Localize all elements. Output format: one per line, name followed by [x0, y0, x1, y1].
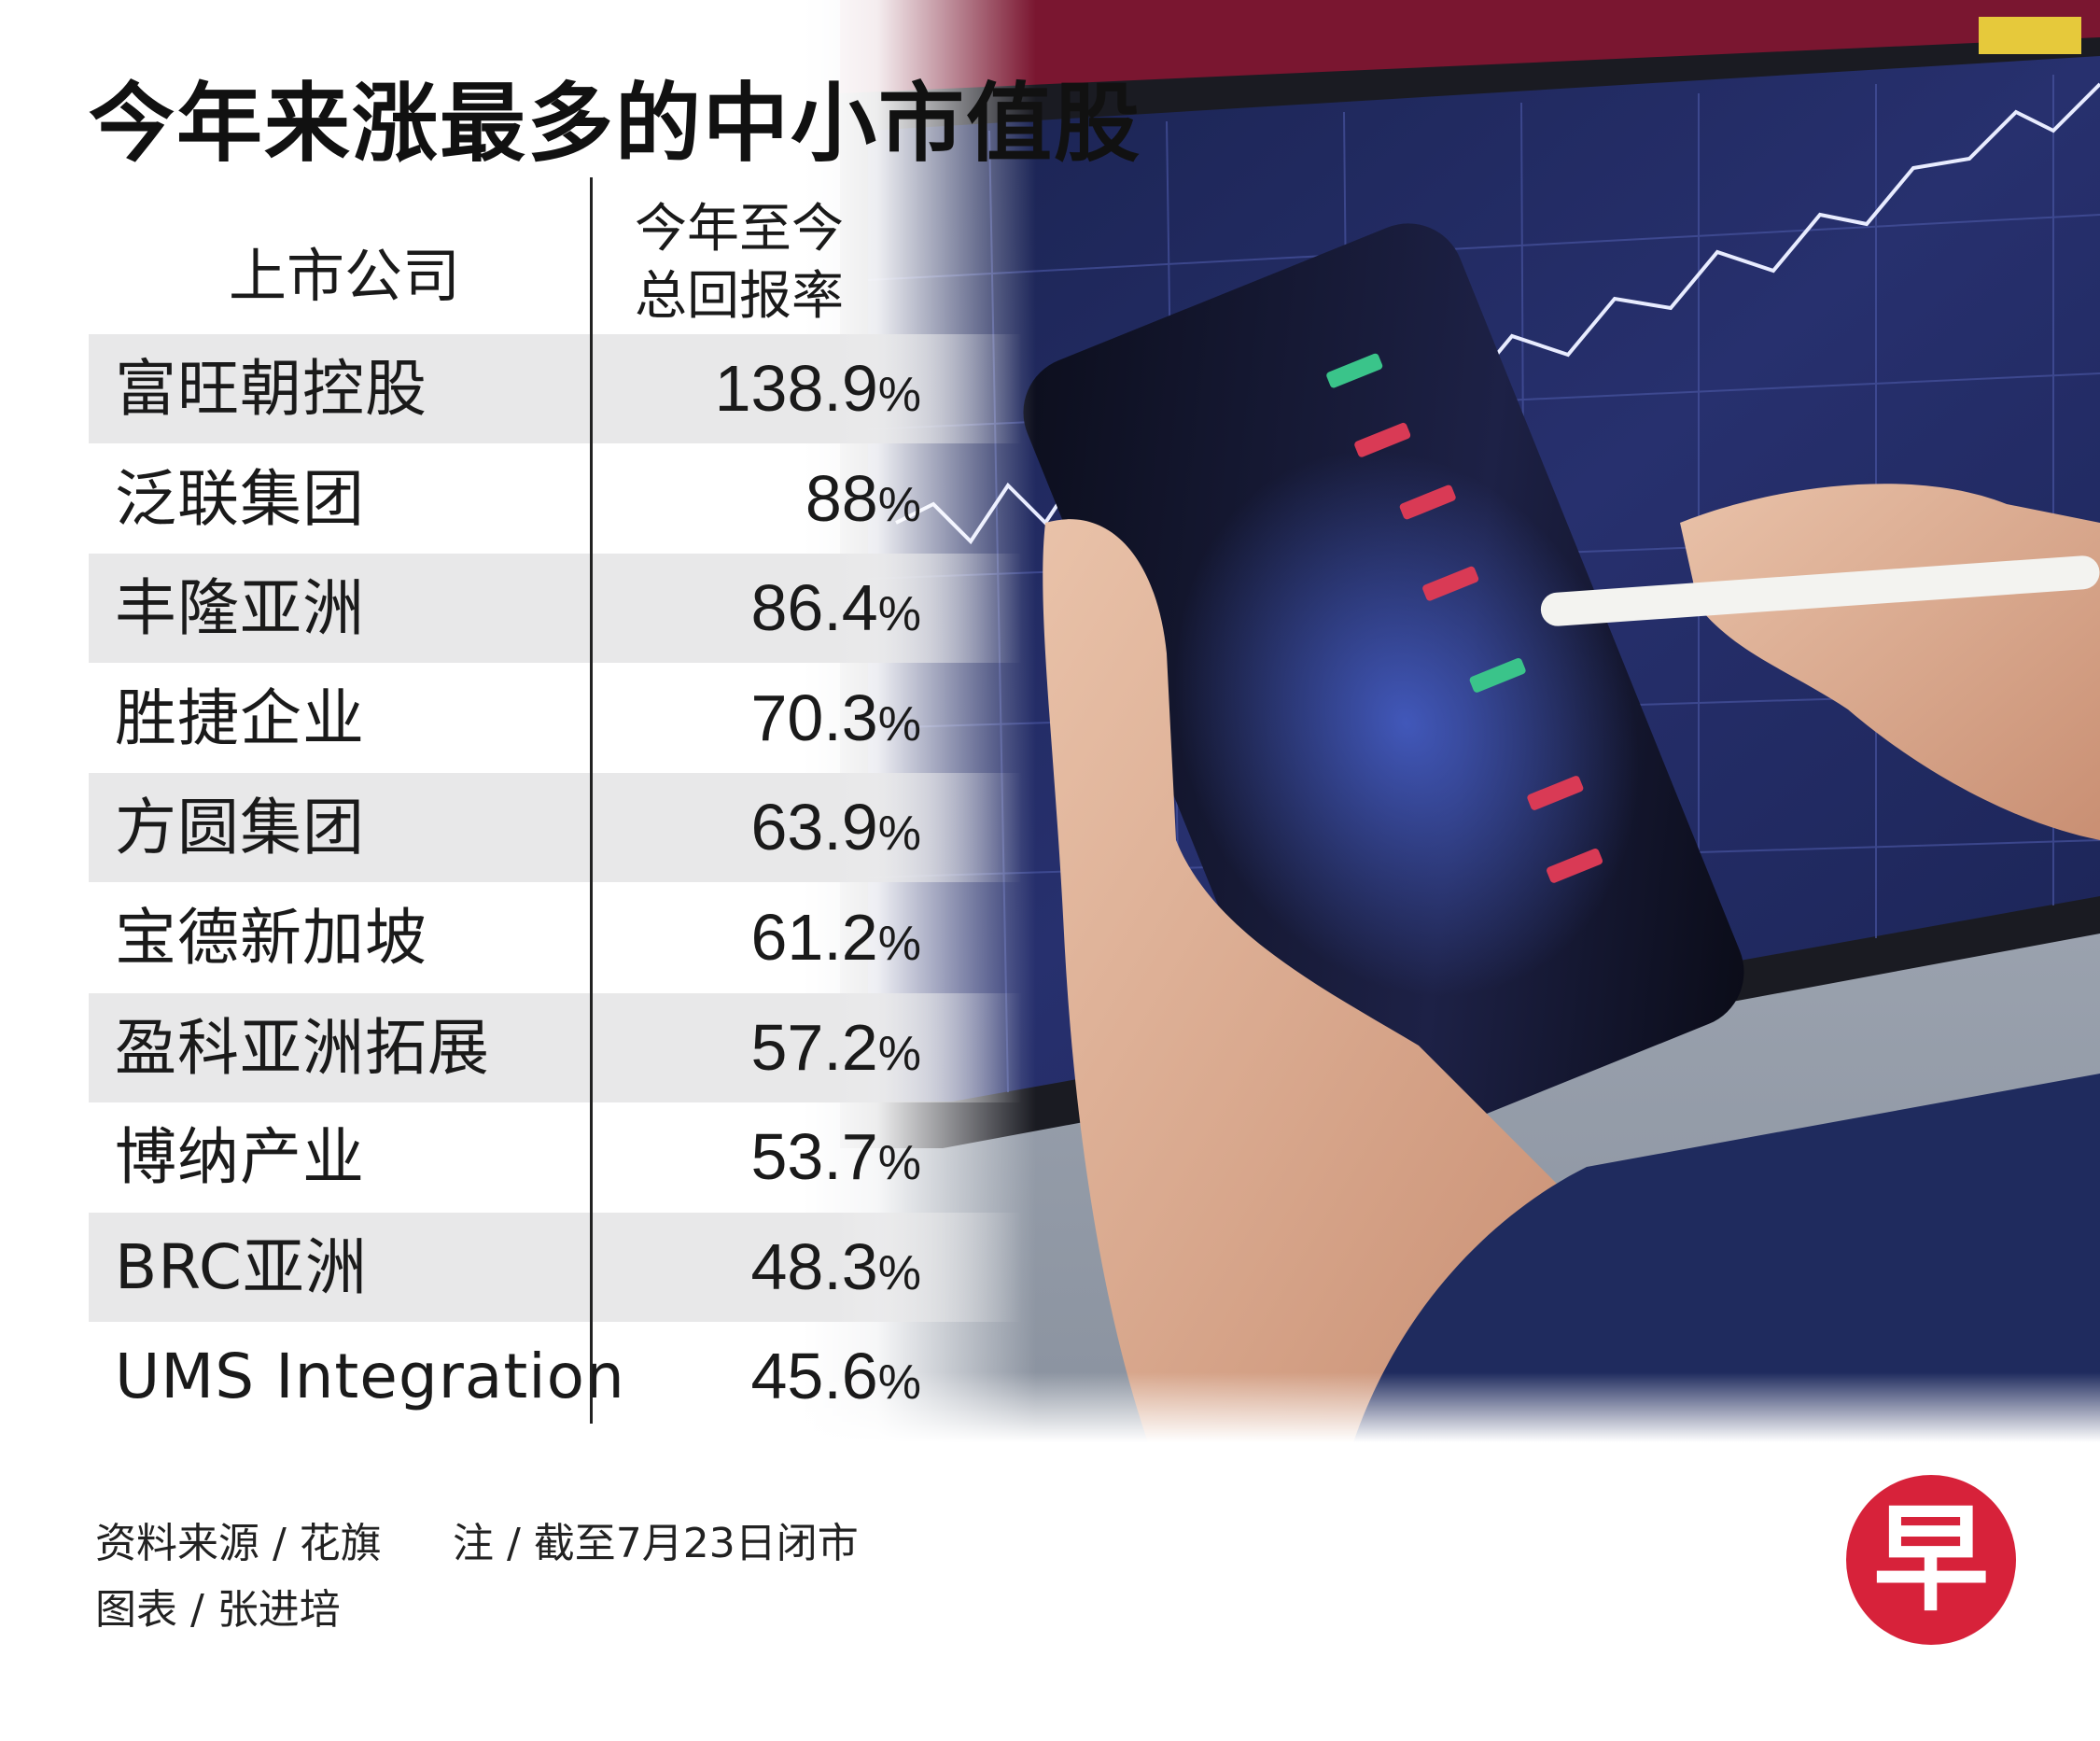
return-value: 45.6% — [750, 1340, 922, 1413]
footer-note: 注 / 截至7月23日闭市 — [453, 1520, 859, 1567]
table-row: BRC亚洲 48.3% — [89, 1212, 1022, 1322]
return-value: 86.4% — [750, 571, 922, 645]
return-value: 53.7% — [750, 1120, 922, 1194]
company-name: 宝德新加坡 — [115, 902, 427, 974]
column-header-return-line2: 总回报率 — [635, 266, 844, 327]
return-value: 63.9% — [750, 791, 922, 864]
company-name: 方圆集团 — [115, 792, 365, 864]
footer-source: 资料来源 / 花旗 — [95, 1520, 382, 1567]
table-row: 泛联集团 88% — [89, 444, 1022, 554]
column-divider — [590, 177, 593, 1424]
table-row: 博纳产业 53.7% — [89, 1102, 1022, 1212]
column-header-return-line1: 今年至今 — [635, 199, 844, 260]
company-name: 盈科亚洲拓展 — [115, 1011, 490, 1084]
return-value: 57.2% — [750, 1010, 922, 1084]
company-name: 富旺朝控股 — [115, 353, 427, 425]
company-name: 丰隆亚洲 — [115, 572, 365, 645]
table-row: 宝德新加坡 61.2% — [89, 883, 1022, 992]
chart-title: 今年来涨最多的中小市值股 — [89, 74, 1142, 174]
column-header-return: 今年至今 总回报率 — [618, 196, 861, 330]
table-row: 富旺朝控股 138.9% — [89, 334, 1022, 443]
table-row: 方圆集团 63.9% — [89, 773, 1022, 883]
table-row: UMS Integration 45.6% — [89, 1322, 1022, 1431]
photo-fade-bottom — [0, 1372, 2100, 1442]
table-row: 盈科亚洲拓展 57.2% — [89, 992, 1022, 1102]
return-value: 48.3% — [750, 1229, 922, 1303]
table-row: 胜捷企业 70.3% — [89, 664, 1022, 773]
zaobao-logo: 早 — [1846, 1475, 2016, 1645]
return-value: 88% — [805, 461, 921, 535]
return-value: 61.2% — [750, 901, 922, 974]
table-row: 丰隆亚洲 86.4% — [89, 554, 1022, 664]
column-header-company: 上市公司 — [229, 242, 461, 310]
footer-credit: 图表 / 张进培 — [95, 1586, 341, 1634]
company-name: UMS Integration — [115, 1341, 625, 1413]
return-value: 138.9% — [714, 352, 921, 425]
return-value: 70.3% — [750, 681, 922, 754]
company-name: 胜捷企业 — [115, 681, 365, 754]
company-name: BRC亚洲 — [115, 1230, 368, 1303]
company-name: 泛联集团 — [115, 462, 365, 535]
company-name: 博纳产业 — [115, 1121, 365, 1194]
